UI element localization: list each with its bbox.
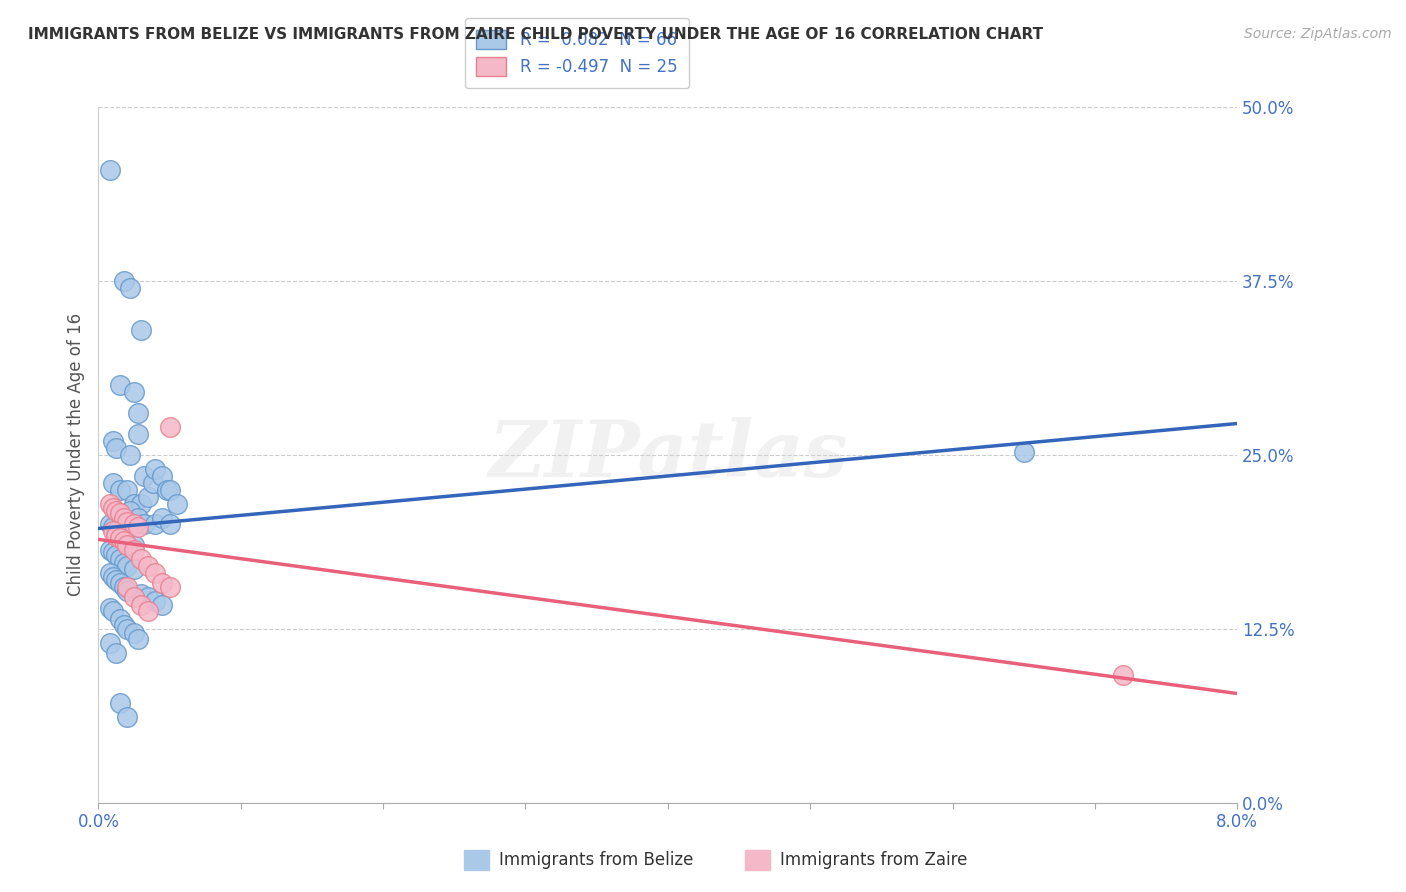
Point — [136, 559, 159, 574]
Point — [104, 441, 127, 455]
Point — [122, 542, 145, 557]
Point — [122, 562, 145, 576]
Point — [104, 573, 127, 587]
Text: Immigrants from Belize: Immigrants from Belize — [499, 851, 693, 869]
Point — [152, 510, 174, 524]
Point — [122, 385, 145, 400]
Point — [118, 503, 141, 517]
Point — [122, 497, 145, 511]
Text: ZIPatlas: ZIPatlas — [488, 417, 848, 493]
Point — [104, 503, 127, 517]
Point — [104, 528, 127, 542]
Point — [115, 580, 138, 594]
Point — [112, 534, 135, 549]
Point — [129, 497, 152, 511]
Point — [108, 507, 131, 521]
Point — [115, 559, 138, 574]
Point — [159, 483, 181, 497]
Point — [129, 587, 152, 601]
Point — [108, 378, 131, 392]
Point — [156, 483, 179, 497]
Point — [127, 406, 149, 420]
Point — [98, 601, 121, 615]
Point — [101, 520, 124, 534]
Point — [98, 566, 121, 581]
Point — [1012, 445, 1035, 459]
Point — [136, 490, 159, 504]
Point — [141, 475, 163, 490]
Point — [112, 510, 135, 524]
Point — [108, 696, 131, 710]
Point — [108, 612, 131, 626]
Point — [112, 580, 135, 594]
Point — [101, 434, 124, 448]
Point — [132, 517, 155, 532]
Point — [115, 622, 138, 636]
Point — [108, 483, 131, 497]
Point — [152, 598, 174, 612]
Text: IMMIGRANTS FROM BELIZE VS IMMIGRANTS FROM ZAIRE CHILD POVERTY UNDER THE AGE OF 1: IMMIGRANTS FROM BELIZE VS IMMIGRANTS FRO… — [28, 27, 1043, 42]
Point — [112, 557, 135, 571]
Point — [112, 274, 135, 288]
Point — [122, 590, 145, 604]
Point — [98, 162, 121, 177]
Point — [115, 538, 138, 552]
Point — [136, 604, 159, 618]
Point — [104, 548, 127, 562]
Point — [118, 448, 141, 462]
Point — [122, 517, 145, 532]
Legend: R =  0.082  N = 66, R = -0.497  N = 25: R = 0.082 N = 66, R = -0.497 N = 25 — [464, 18, 689, 88]
Point — [152, 576, 174, 591]
Point — [98, 542, 121, 557]
Point — [145, 517, 167, 532]
Point — [101, 545, 124, 559]
Point — [118, 281, 141, 295]
Point — [115, 584, 138, 599]
Point — [127, 632, 149, 646]
Point — [108, 576, 131, 591]
Point — [127, 510, 149, 524]
Point — [101, 475, 124, 490]
Point — [108, 552, 131, 566]
Point — [112, 617, 135, 632]
Point — [115, 538, 138, 552]
Point — [108, 532, 131, 546]
Point — [101, 500, 124, 515]
Point — [132, 468, 155, 483]
Point — [104, 646, 127, 660]
Point — [101, 524, 124, 539]
Point — [129, 552, 152, 566]
Point — [127, 520, 149, 534]
Point — [159, 517, 181, 532]
Point — [115, 483, 138, 497]
Point — [122, 626, 145, 640]
Point — [122, 538, 145, 552]
Y-axis label: Child Poverty Under the Age of 16: Child Poverty Under the Age of 16 — [66, 313, 84, 597]
Point — [101, 570, 124, 584]
Point — [98, 497, 121, 511]
Point — [136, 590, 159, 604]
Point — [145, 462, 167, 476]
Point — [127, 427, 149, 442]
Point — [108, 532, 131, 546]
Point — [129, 598, 152, 612]
Point — [98, 517, 121, 532]
Point — [101, 604, 124, 618]
Point — [159, 420, 181, 434]
Point — [159, 580, 181, 594]
Point — [98, 636, 121, 650]
Text: Source: ZipAtlas.com: Source: ZipAtlas.com — [1244, 27, 1392, 41]
Point — [129, 323, 152, 337]
Point — [115, 515, 138, 529]
Point — [104, 524, 127, 539]
Point — [115, 709, 138, 723]
Point — [166, 497, 188, 511]
Point — [152, 468, 174, 483]
Point — [145, 566, 167, 581]
Point — [1112, 667, 1135, 681]
Text: Immigrants from Zaire: Immigrants from Zaire — [780, 851, 967, 869]
Point — [145, 594, 167, 608]
Point — [112, 534, 135, 549]
